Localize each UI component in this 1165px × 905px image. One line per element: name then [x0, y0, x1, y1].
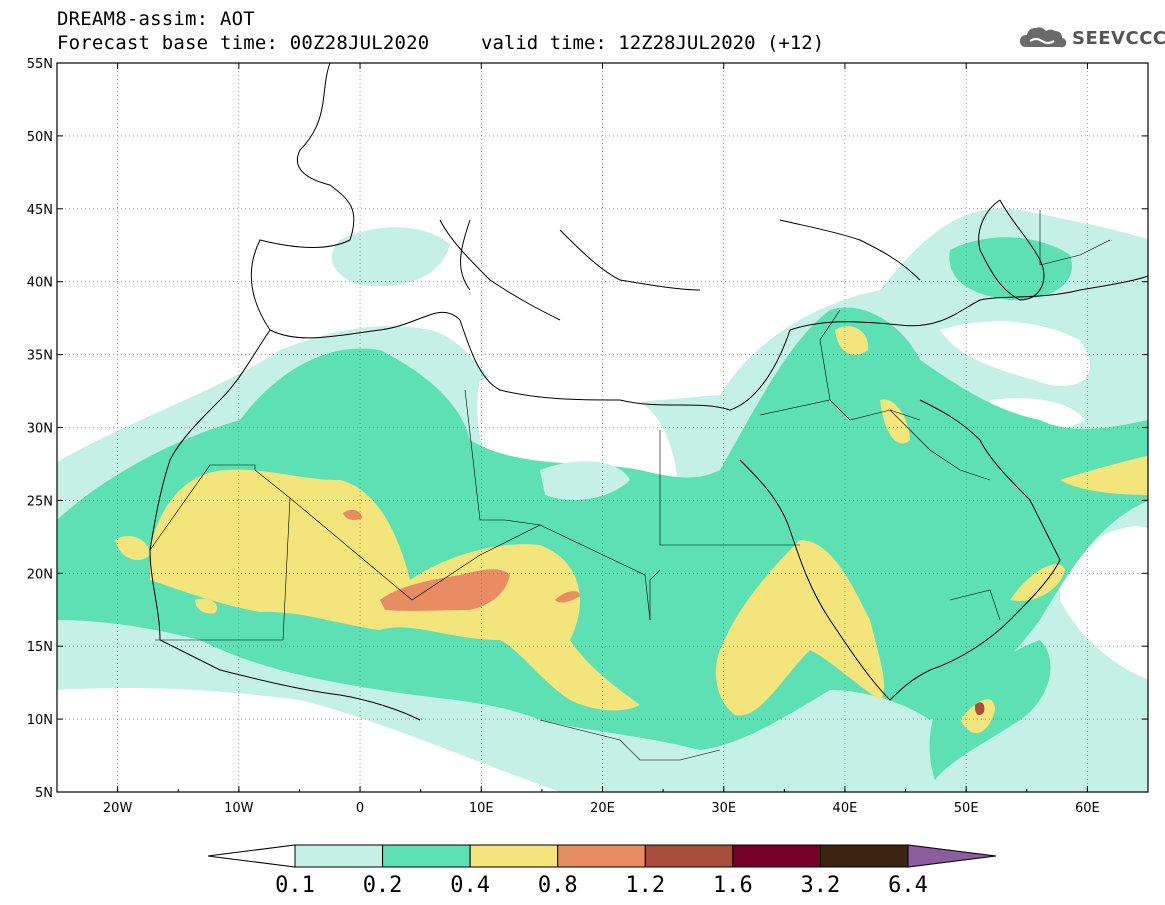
lon-tick-label: 20W	[103, 801, 133, 816]
lat-tick-label: 5N	[35, 786, 53, 801]
colorbar-swatch	[557, 844, 646, 868]
colorbar-tick-label: 0.4	[450, 873, 491, 898]
colorbar-tick-label: 0.8	[537, 873, 578, 898]
longitude-labels: 20W 10W 0 10E 20E 30E 40E 50E 60E	[103, 801, 1100, 816]
lon-tick-label: 10W	[224, 801, 254, 816]
lon-tick-label: 30E	[711, 801, 736, 816]
cloud-icon	[1020, 27, 1067, 48]
coastlines	[149, 63, 1148, 721]
aot-contour-04	[715, 540, 885, 716]
lon-tick-label: 20E	[590, 801, 615, 816]
latitude-labels: 5N 10N 15N 20N 25N 30N 35N 40N 45N 50N 55N	[27, 57, 53, 801]
colorbar-swatch	[732, 844, 821, 868]
colorbar-tick-label: 0.1	[275, 873, 315, 898]
aot-field	[57, 63, 1148, 792]
aot-contour-04	[960, 699, 995, 734]
lat-tick-label: 55N	[27, 57, 53, 72]
aot-contour-04	[195, 598, 218, 614]
colorbar-swatch	[382, 844, 471, 868]
lat-tick-label: 30N	[27, 422, 53, 437]
axis-ticks	[56, 62, 1149, 793]
aot-hole	[540, 461, 630, 500]
aot-contour-12	[974, 702, 985, 716]
lat-tick-label: 50N	[27, 130, 53, 145]
aot-contour-02	[57, 307, 1148, 750]
lon-tick-label: 10E	[469, 801, 494, 816]
aot-contour-04	[150, 469, 640, 711]
aot-contour-04	[1060, 455, 1148, 495]
aot-contour-02	[949, 237, 1072, 300]
aot-contour-08	[380, 569, 510, 611]
country-borders	[149, 210, 1111, 761]
colorbar-tick-label: 1.6	[712, 873, 753, 898]
colorbar-under-triangle	[207, 844, 296, 868]
valid-time: valid time: 12Z28JUL2020 (+12)	[481, 32, 825, 54]
lon-tick-label: 60E	[1075, 801, 1100, 816]
aot-contour-08	[555, 591, 580, 603]
lon-tick-label: 0	[356, 801, 364, 816]
plot-title: DREAM8-assim: AOT	[57, 8, 255, 30]
lon-tick-label: 50E	[954, 801, 979, 816]
colorbar-swatch	[294, 844, 384, 868]
colorbar-swatch	[469, 844, 559, 868]
lat-tick-label: 25N	[27, 494, 53, 509]
aot-hole	[940, 321, 1090, 386]
aot-contour-04	[115, 535, 150, 560]
colorbar	[207, 844, 997, 868]
colorbar-swatch	[644, 844, 734, 868]
lat-tick-label: 15N	[27, 640, 53, 655]
seevccc-logo: SEEVCCC	[1018, 22, 1165, 54]
colorbar-tick-label: 3.2	[800, 873, 841, 898]
aot-contour-04	[1010, 564, 1065, 601]
lon-tick-label: 40E	[833, 801, 858, 816]
colorbar-tick-label: 6.4	[888, 873, 928, 898]
lat-tick-label: 10N	[27, 713, 53, 728]
colorbar-tick-label: 1.2	[625, 873, 666, 898]
colorbar-swatch	[819, 844, 909, 868]
lat-tick-label: 20N	[27, 567, 53, 582]
aot-hole	[1060, 526, 1148, 680]
aot-contour-01	[331, 227, 450, 287]
forecast-base-time: Forecast base time: 00Z28JUL2020	[57, 32, 430, 54]
aot-contour-01	[880, 755, 940, 792]
lat-tick-label: 40N	[27, 276, 53, 291]
logo-text: SEEVCCC	[1072, 27, 1165, 49]
colorbar-over-triangle	[907, 844, 997, 868]
colorbar-tick-label: 0.2	[362, 873, 403, 898]
aot-contour-08	[343, 509, 362, 521]
aot-contour-04	[835, 326, 869, 355]
lat-tick-label: 45N	[27, 203, 53, 218]
lat-tick-label: 35N	[27, 349, 53, 364]
